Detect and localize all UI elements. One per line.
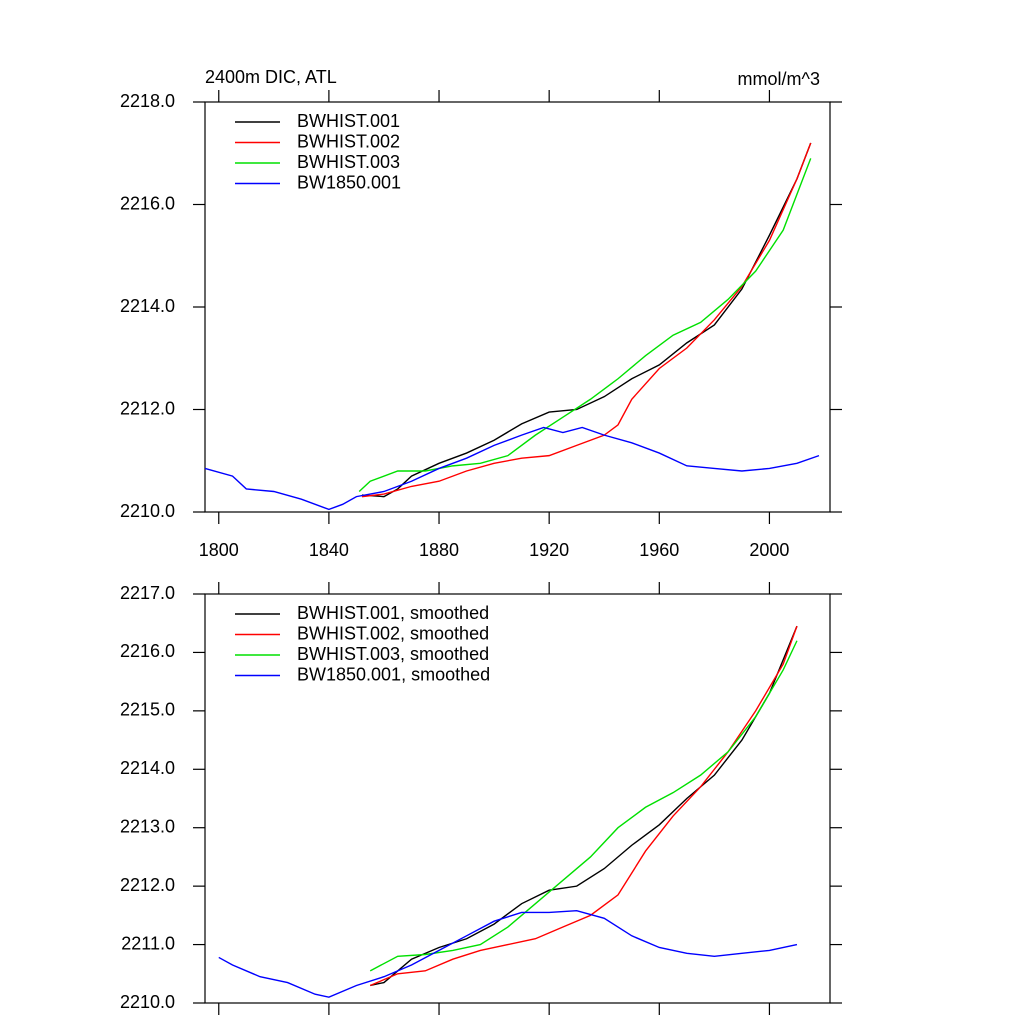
y-tick-label: 2215.0 — [120, 700, 175, 720]
series-line — [218, 909, 798, 998]
plot-frame — [204, 593, 831, 1004]
series-line — [204, 426, 820, 511]
x-tick-label: 2000 — [749, 540, 789, 560]
legend-label: BW1850.001 — [297, 172, 401, 192]
legend-label: BWHIST.001, smoothed — [297, 603, 489, 623]
y-tick-label: 2216.0 — [120, 193, 175, 213]
legend-label: BWHIST.002 — [297, 131, 400, 151]
series-line — [361, 142, 812, 498]
x-tick-label: 1960 — [639, 540, 679, 560]
y-tick-label: 2216.0 — [120, 641, 175, 661]
series-line — [369, 640, 798, 972]
y-tick-label: 2218.0 — [120, 91, 175, 111]
legend-label: BWHIST.003, smoothed — [297, 644, 489, 664]
series-line — [361, 142, 812, 498]
x-tick-label: 1920 — [529, 540, 569, 560]
legend-label: BWHIST.002, smoothed — [297, 623, 489, 643]
series-line — [358, 158, 812, 493]
y-tick-label: 2212.0 — [120, 398, 175, 418]
y-tick-label: 2217.0 — [120, 583, 175, 603]
y-tick-label: 2210.0 — [120, 992, 175, 1012]
y-tick-label: 2212.0 — [120, 875, 175, 895]
y-tick-label: 2213.0 — [120, 816, 175, 836]
series-line — [370, 625, 798, 987]
chart-title: 2400m DIC, ATL — [205, 67, 337, 87]
x-tick-label: 1800 — [199, 540, 239, 560]
y-tick-label: 2214.0 — [120, 296, 175, 316]
series-line — [369, 625, 798, 987]
legend-label: BWHIST.001 — [297, 111, 400, 131]
x-tick-label: 1880 — [419, 540, 459, 560]
y-tick-label: 2211.0 — [121, 933, 175, 953]
units-label: mmol/m^3 — [738, 69, 820, 89]
y-tick-label: 2214.0 — [120, 758, 175, 778]
legend-label: BWHIST.003 — [297, 152, 400, 172]
x-tick-label: 1840 — [309, 540, 349, 560]
legend-label: BW1850.001, smoothed — [297, 664, 490, 684]
y-tick-label: 2210.0 — [120, 501, 175, 521]
